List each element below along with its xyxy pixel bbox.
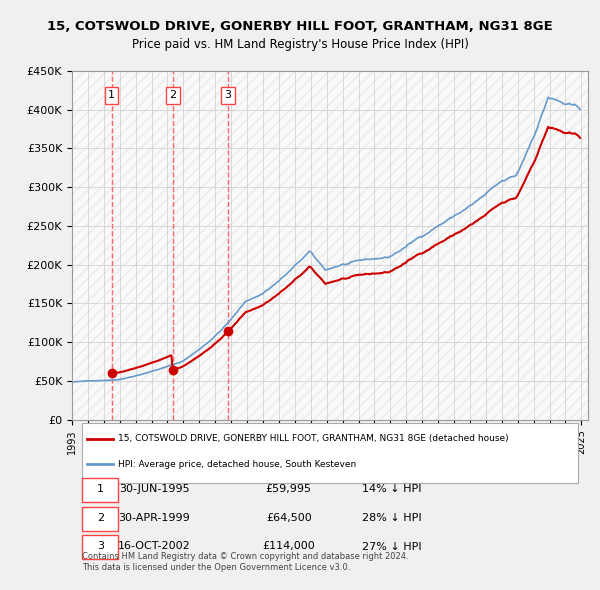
Text: HPI: Average price, detached house, South Kesteven: HPI: Average price, detached house, Sout… xyxy=(118,460,356,468)
Text: 2: 2 xyxy=(97,513,104,523)
Text: 3: 3 xyxy=(97,542,104,552)
Text: 1: 1 xyxy=(108,90,115,100)
Text: £114,000: £114,000 xyxy=(262,542,315,552)
FancyBboxPatch shape xyxy=(82,535,118,559)
Text: £59,995: £59,995 xyxy=(266,484,312,494)
Text: 28% ↓ HPI: 28% ↓ HPI xyxy=(362,513,422,523)
FancyBboxPatch shape xyxy=(82,423,578,483)
FancyBboxPatch shape xyxy=(82,507,118,530)
Text: 14% ↓ HPI: 14% ↓ HPI xyxy=(362,484,422,494)
Text: 15, COTSWOLD DRIVE, GONERBY HILL FOOT, GRANTHAM, NG31 8GE (detached house): 15, COTSWOLD DRIVE, GONERBY HILL FOOT, G… xyxy=(118,434,509,443)
Text: 16-OCT-2002: 16-OCT-2002 xyxy=(118,542,191,552)
Text: 27% ↓ HPI: 27% ↓ HPI xyxy=(362,542,422,552)
Text: 2: 2 xyxy=(169,90,176,100)
Text: 15, COTSWOLD DRIVE, GONERBY HILL FOOT, GRANTHAM, NG31 8GE: 15, COTSWOLD DRIVE, GONERBY HILL FOOT, G… xyxy=(47,20,553,33)
Text: 3: 3 xyxy=(224,90,232,100)
Bar xyxy=(72,71,588,419)
Text: £64,500: £64,500 xyxy=(266,513,311,523)
Text: 30-JUN-1995: 30-JUN-1995 xyxy=(119,484,190,494)
Text: 30-APR-1999: 30-APR-1999 xyxy=(119,513,190,523)
Text: 1: 1 xyxy=(97,484,104,494)
Text: Price paid vs. HM Land Registry's House Price Index (HPI): Price paid vs. HM Land Registry's House … xyxy=(131,38,469,51)
FancyBboxPatch shape xyxy=(82,478,118,502)
Text: Contains HM Land Registry data © Crown copyright and database right 2024.
This d: Contains HM Land Registry data © Crown c… xyxy=(82,552,409,572)
